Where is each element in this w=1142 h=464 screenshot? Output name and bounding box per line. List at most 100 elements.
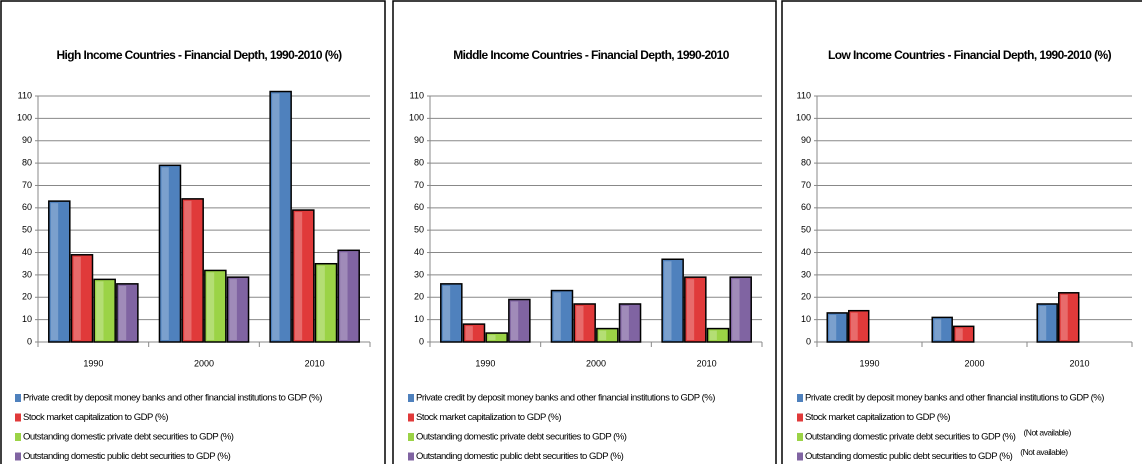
bar-highlight xyxy=(73,256,81,340)
legend-swatch xyxy=(797,433,803,441)
y-tick-label: 100 xyxy=(17,113,32,123)
bar-highlight xyxy=(272,93,280,340)
bar xyxy=(661,258,684,343)
bar xyxy=(848,309,870,343)
y-tick-label: 50 xyxy=(414,225,424,235)
bar xyxy=(508,298,531,343)
y-tick-label: 110 xyxy=(797,90,811,100)
y-tick-label: 40 xyxy=(414,247,424,257)
bar xyxy=(485,332,508,343)
y-tick-label: 100 xyxy=(409,113,424,123)
bar-highlight xyxy=(465,326,473,340)
y-tick-label: 100 xyxy=(796,113,811,123)
y-tick-label: 0 xyxy=(27,336,32,346)
y-tick-label: 10 xyxy=(414,314,424,324)
bar xyxy=(618,303,642,343)
bar-highlight xyxy=(294,212,303,340)
y-tick-label: 70 xyxy=(22,180,32,190)
bar xyxy=(181,198,204,343)
bar xyxy=(116,283,139,343)
y-tick-label: 50 xyxy=(801,225,811,235)
x-tick-label: 2010 xyxy=(697,358,717,368)
bar-highlight xyxy=(732,279,740,340)
bar xyxy=(706,327,730,343)
legend-label: Stock market capitalization to GDP (%) xyxy=(416,412,561,423)
y-tick-label: 20 xyxy=(414,292,424,302)
x-tick-label: 1990 xyxy=(83,358,103,368)
bar xyxy=(953,325,975,343)
legend-label: Private credit by deposit money banks an… xyxy=(23,393,322,404)
bar-highlight xyxy=(317,265,325,340)
bar-highlight xyxy=(829,314,837,340)
legend-swatch xyxy=(15,433,21,441)
bar xyxy=(1058,292,1080,343)
bar-highlight xyxy=(934,319,942,340)
legend-swatch xyxy=(15,413,21,422)
bar xyxy=(573,303,596,343)
x-tick-label: 1990 xyxy=(859,358,879,368)
y-tick-label: 60 xyxy=(22,202,32,212)
x-tick-label: 2000 xyxy=(194,358,214,368)
legend-swatch xyxy=(797,413,803,422)
x-tick-label: 2000 xyxy=(586,358,606,368)
bar xyxy=(292,209,315,343)
y-tick-label: 10 xyxy=(22,314,32,324)
bar-highlight xyxy=(598,330,607,340)
bar-highlight xyxy=(442,285,451,340)
legend-swatch xyxy=(15,452,21,461)
bar-highlight xyxy=(553,292,561,340)
y-tick-label: 30 xyxy=(22,269,32,279)
legend-label: Outstanding domestic private debt securi… xyxy=(805,432,1016,443)
bar-highlight xyxy=(955,328,963,340)
y-tick-label: 60 xyxy=(801,202,811,212)
y-tick-label: 110 xyxy=(410,90,424,100)
legend-swatch xyxy=(797,394,803,402)
y-tick-label: 110 xyxy=(18,90,32,100)
bar-highlight xyxy=(664,261,672,340)
legend-label: Outstanding domestic private debt securi… xyxy=(23,432,234,443)
bar xyxy=(226,276,250,343)
bar-highlight xyxy=(510,301,519,340)
legend-swatch xyxy=(408,394,414,402)
bar xyxy=(314,262,338,343)
legend-swatch xyxy=(15,394,21,402)
y-tick-label: 90 xyxy=(801,135,811,145)
bar-highlight xyxy=(576,305,584,340)
bar xyxy=(70,254,94,343)
bar xyxy=(158,164,182,343)
bar-highlight xyxy=(1060,294,1068,340)
bar-highlight xyxy=(709,330,717,340)
legend-swatch xyxy=(408,452,414,461)
x-tick-label: 2000 xyxy=(964,358,984,368)
legend-label: Outstanding domestic private debt securi… xyxy=(416,432,627,443)
bar-highlight xyxy=(340,252,348,340)
legend-label: Outstanding domestic public debt securit… xyxy=(23,451,231,462)
panel xyxy=(781,0,1142,464)
y-tick-label: 70 xyxy=(801,180,811,190)
legend-label: Private credit by deposit money banks an… xyxy=(805,393,1104,404)
bar xyxy=(1036,303,1058,343)
x-tick-label: 2010 xyxy=(1069,358,1089,368)
y-tick-label: 80 xyxy=(22,157,32,167)
y-tick-label: 80 xyxy=(801,157,811,167)
x-tick-label: 2010 xyxy=(305,358,325,368)
y-tick-label: 30 xyxy=(414,269,424,279)
bar-highlight xyxy=(50,203,59,340)
legend-swatch xyxy=(408,413,414,422)
y-tick-label: 60 xyxy=(414,202,424,212)
bar xyxy=(826,312,848,343)
x-tick-label: 1990 xyxy=(475,358,495,368)
bar xyxy=(550,289,574,343)
bar-highlight xyxy=(161,167,169,340)
bar xyxy=(596,327,619,343)
bar-highlight xyxy=(229,279,237,340)
bar xyxy=(204,269,227,343)
bar-highlight xyxy=(621,305,629,340)
y-tick-label: 20 xyxy=(801,292,811,302)
y-tick-label: 0 xyxy=(419,336,424,346)
bar xyxy=(931,316,953,343)
legend-label: Outstanding domestic public debt securit… xyxy=(805,451,1013,462)
chart-title: High Income Countries - Financial Depth,… xyxy=(56,48,342,62)
y-tick-label: 80 xyxy=(414,157,424,167)
